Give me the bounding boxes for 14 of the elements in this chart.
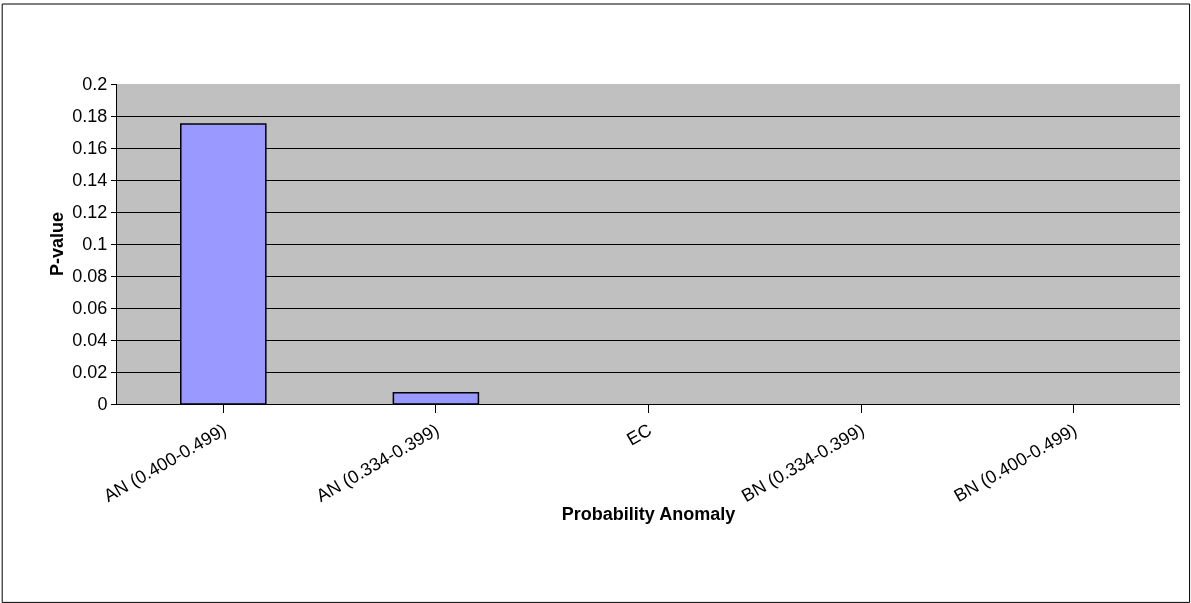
- y-tick-label: 0.1: [82, 234, 108, 255]
- y-axis-title: P-value: [46, 211, 67, 277]
- y-tick-label: 0.08: [72, 266, 108, 287]
- y-tick-label: 0.06: [72, 298, 108, 319]
- y-tick-label: 0.2: [82, 74, 108, 95]
- y-tick-label: 0.16: [72, 138, 108, 159]
- y-tick-label: 0.04: [72, 330, 108, 351]
- y-tick-label: 0.02: [72, 362, 108, 383]
- y-tick-label: 0.14: [72, 170, 108, 191]
- y-tick-label: 0: [97, 394, 108, 415]
- x-tick-label: EC: [623, 419, 655, 450]
- y-tick-label: 0.18: [72, 106, 108, 127]
- x-axis-title: Probability Anomaly: [561, 504, 736, 524]
- y-tick-label: 0.12: [72, 202, 108, 223]
